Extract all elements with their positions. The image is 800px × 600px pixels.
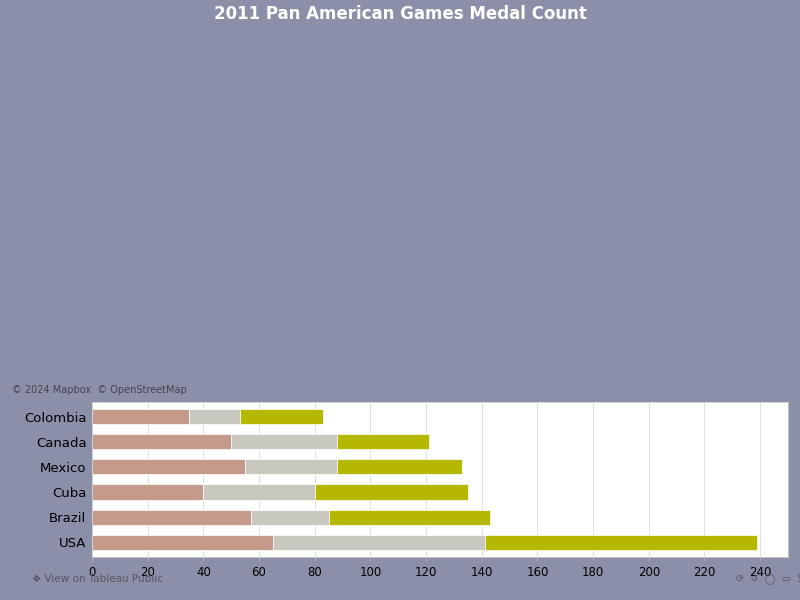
Bar bbox=[314, 484, 468, 500]
Bar bbox=[92, 409, 190, 424]
Bar bbox=[485, 535, 758, 550]
Bar bbox=[92, 509, 250, 524]
Text: © 2024 Mapbox  © OpenStreetMap: © 2024 Mapbox © OpenStreetMap bbox=[12, 385, 186, 395]
Bar bbox=[245, 459, 337, 475]
Bar bbox=[92, 535, 273, 550]
Bar bbox=[250, 509, 329, 524]
Bar bbox=[231, 434, 337, 449]
Bar bbox=[273, 535, 485, 550]
Bar bbox=[337, 434, 429, 449]
Bar bbox=[203, 484, 314, 500]
Bar bbox=[337, 459, 462, 475]
Bar bbox=[92, 459, 245, 475]
Bar bbox=[92, 484, 203, 500]
Text: ⟳  ↺  ◯  ▭  Share: ⟳ ↺ ◯ ▭ Share bbox=[736, 574, 800, 584]
Bar bbox=[239, 409, 323, 424]
Bar bbox=[329, 509, 490, 524]
Text: 2011 Pan American Games Medal Count: 2011 Pan American Games Medal Count bbox=[214, 5, 586, 23]
Bar bbox=[92, 434, 231, 449]
Bar bbox=[190, 409, 239, 424]
Text: ❖ View on Tableau Public: ❖ View on Tableau Public bbox=[32, 574, 163, 584]
